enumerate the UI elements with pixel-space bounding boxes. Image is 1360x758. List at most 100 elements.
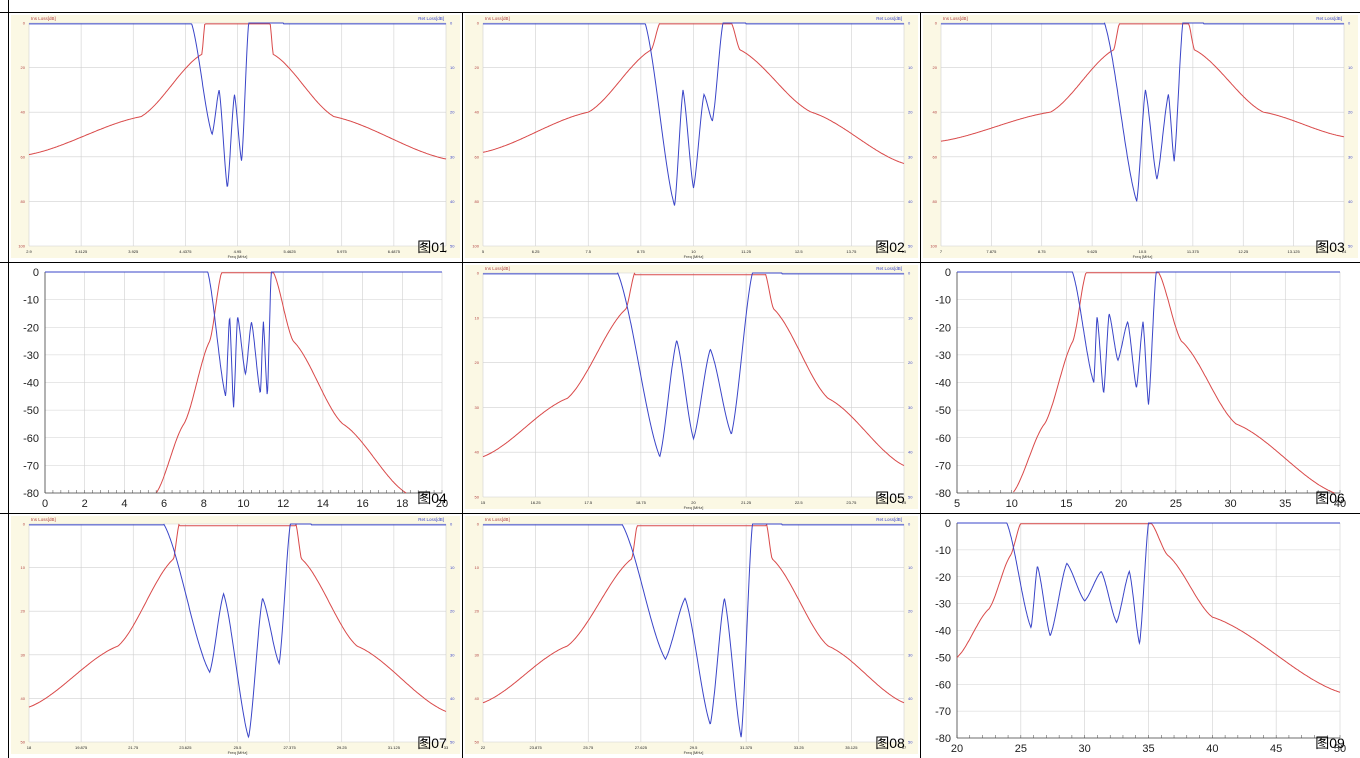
x-tick-label: 12: [277, 498, 289, 510]
x-tick-label: 29.5: [690, 745, 699, 750]
y-right-tick-label: 40: [908, 696, 913, 701]
chart-panel-fig04: 0 2 4 6 8 10 12 14 16 18 20 0 -10 -20 -30 -40 -50 -60 -70 -…: [9, 263, 462, 513]
x-tick-label: 27.625: [635, 745, 648, 750]
y-tick-label: 40: [933, 110, 938, 115]
right-axis-label: Ret Loss[dB]: [418, 16, 444, 21]
x-axis-label: Freq [MHz]: [228, 254, 248, 259]
chart-panel-fig06: 5 10 15 20 25 30 35 40 0 -10 -20 -30 -40 -50 -60 -70 -80…: [921, 263, 1360, 513]
x-tick-label: 11.375: [1187, 249, 1200, 254]
y-right-tick-label: 40: [450, 199, 455, 204]
x-tick-label: 18: [27, 745, 32, 750]
y-right-tick-label: 0: [908, 522, 911, 527]
left-axis-label: Ins Loss[dB]: [485, 266, 510, 271]
figure-label: 图05: [875, 490, 905, 506]
chart-panel-fig01: 2.9 3.4125 3.925 4.4375 4.95 5.4625 5.975 6.487…: [9, 13, 462, 262]
x-tick-label: 3.4125: [75, 249, 88, 254]
x-tick-label: 37: [902, 745, 907, 750]
y-tick-label: 80: [933, 199, 938, 204]
right-axis-label: Ret Loss[dB]: [876, 266, 902, 271]
chart-panel-fig05: 15 16.25 17.5 18.75 20 21.25 22.5 23.75 25 0 10 20 3…: [463, 263, 920, 513]
y-tick-label: 0: [945, 518, 951, 530]
return-loss-curve: [29, 22, 446, 187]
x-tick-label: 7.5: [585, 249, 591, 254]
y-tick-label: 20: [933, 65, 938, 70]
y-tick-label: 0: [23, 522, 26, 527]
x-axis-label: Freq [MHz]: [228, 750, 248, 755]
y-tick-label: 10: [475, 565, 480, 570]
x-tick-label: 35.125: [845, 745, 858, 750]
y-right-tick-label: 50: [908, 740, 913, 745]
x-tick-label: 21.25: [741, 500, 752, 505]
y-tick-label: -20: [935, 322, 951, 334]
x-axis-label: Freq [MHz]: [684, 254, 704, 259]
return-loss-curve: [957, 522, 1340, 646]
y-tick-label: -50: [935, 405, 951, 417]
x-tick-label: 25: [902, 500, 907, 505]
x-tick-label: 5.975: [337, 249, 348, 254]
x-tick-label: 15: [481, 500, 486, 505]
x-tick-label: 5: [954, 498, 960, 510]
y-tick-label: 0: [33, 267, 39, 279]
chart-svg-fig06: 5 10 15 20 25 30 35 40 0 -10 -20 -30 -40 -50 -60 -70 -80…: [935, 267, 1346, 510]
right-axis-label: Ret Loss[dB]: [876, 517, 902, 522]
y-tick-label: 50: [475, 740, 480, 745]
y-tick-label: -30: [935, 599, 951, 611]
x-tick-label: 5.4625: [284, 249, 297, 254]
x-tick-label: 25: [1015, 743, 1027, 755]
y-tick-label: 0: [945, 267, 951, 279]
x-tick-label: 3.925: [128, 249, 139, 254]
y-tick-label: 0: [477, 271, 480, 276]
y-right-tick-label: 0: [908, 21, 911, 26]
x-tick-label: 12.25: [1238, 249, 1249, 254]
right-axis-label: Ret Loss[dB]: [418, 517, 444, 522]
x-tick-label: 21.75: [128, 745, 139, 750]
x-tick-label: 2.9: [26, 249, 32, 254]
x-tick-label: 25.75: [583, 745, 594, 750]
x-tick-label: 27.375: [284, 745, 297, 750]
y-right-tick-label: 30: [450, 652, 455, 657]
chart-panel-fig09: 20 25 30 35 40 45 50 0 -10 -20 -30 -40 -50 -60 -70 -80 图…: [921, 514, 1360, 758]
y-tick-label: 20: [21, 65, 26, 70]
x-tick-label: 8: [201, 498, 207, 510]
y-tick-label: 50: [475, 495, 480, 500]
left-axis-label: Ins Loss[dB]: [31, 517, 56, 522]
y-tick-label: -40: [935, 378, 951, 390]
y-tick-label: 40: [21, 696, 26, 701]
y-right-tick-label: 10: [450, 565, 455, 570]
x-tick-label: 13.75: [846, 249, 857, 254]
figure-label: 图07: [417, 735, 447, 751]
y-tick-label: 0: [477, 522, 480, 527]
x-tick-label: 10: [691, 249, 696, 254]
y-tick-label: 30: [475, 405, 480, 410]
insertion-loss-curve: [28, 23, 447, 160]
x-tick-label: 50: [1334, 743, 1346, 755]
y-tick-label: -70: [23, 460, 39, 472]
y-right-tick-label: 20: [1348, 110, 1353, 115]
y-tick-label: -30: [935, 350, 951, 362]
grid-border-row2: [0, 513, 1360, 514]
y-right-tick-label: 40: [908, 199, 913, 204]
left-axis-label: Ins Loss[dB]: [31, 16, 56, 21]
x-tick-label: 11.25: [741, 249, 751, 254]
y-right-tick-label: 10: [908, 565, 913, 570]
insertion-loss-curve: [482, 523, 905, 704]
grid-border-top: [0, 12, 1360, 13]
x-tick-label: 7: [445, 249, 448, 254]
x-tick-label: 45: [1270, 743, 1282, 755]
x-tick-label: 25.5: [234, 745, 243, 750]
y-tick-label: -60: [23, 433, 39, 445]
chart-svg-fig04: 0 2 4 6 8 10 12 14 16 18 20 0 -10 -20 -30 -40 -50 -60 -70 -…: [23, 267, 448, 510]
left-axis-label: Ins Loss[dB]: [485, 517, 510, 522]
grid-border-col1: [462, 12, 463, 758]
x-tick-label: 8.75: [637, 249, 646, 254]
figure-label: 图01: [417, 239, 447, 255]
y-tick-label: 20: [475, 65, 480, 70]
y-right-tick-label: 40: [908, 450, 913, 455]
y-tick-label: -80: [23, 488, 39, 500]
y-right-tick-label: 50: [908, 495, 913, 500]
y-tick-label: 20: [475, 360, 480, 365]
y-tick-label: 60: [21, 154, 26, 159]
x-tick-label: 14: [1342, 249, 1347, 254]
x-tick-label: 6.4875: [388, 249, 401, 254]
x-tick-label: 7: [940, 249, 943, 254]
